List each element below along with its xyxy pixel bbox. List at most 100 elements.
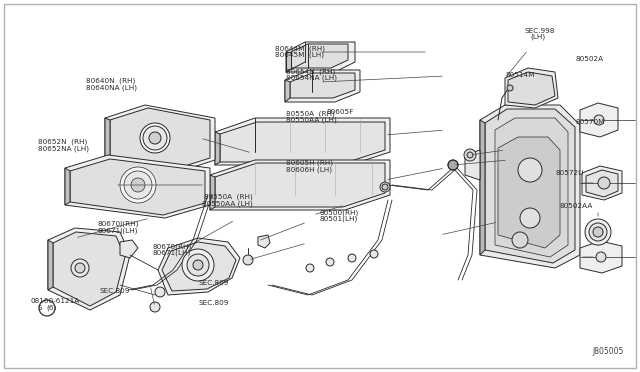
Text: 80640NA (LH): 80640NA (LH) — [86, 84, 138, 91]
Text: 80671J(LH): 80671J(LH) — [97, 227, 138, 234]
Polygon shape — [586, 170, 618, 197]
Polygon shape — [70, 159, 205, 215]
Polygon shape — [505, 68, 558, 108]
Polygon shape — [286, 42, 355, 72]
Polygon shape — [48, 240, 53, 290]
Text: 80605F: 80605F — [326, 109, 354, 115]
Text: (6): (6) — [46, 304, 56, 311]
Circle shape — [589, 223, 607, 241]
Polygon shape — [582, 166, 622, 200]
Circle shape — [187, 254, 209, 276]
Polygon shape — [495, 118, 568, 257]
Text: 80550A  (RH): 80550A (RH) — [286, 110, 335, 117]
Text: 80670(RH): 80670(RH) — [152, 243, 191, 250]
Text: 80572U: 80572U — [556, 170, 584, 176]
Polygon shape — [162, 242, 236, 291]
Text: 08160-6121A: 08160-6121A — [30, 298, 79, 304]
Polygon shape — [580, 241, 622, 273]
Text: SEC.809: SEC.809 — [198, 280, 228, 286]
Text: 80550A  (RH): 80550A (RH) — [204, 194, 252, 201]
Polygon shape — [290, 73, 355, 98]
Text: 80652N  (RH): 80652N (RH) — [38, 139, 88, 145]
Text: 80501(LH): 80501(LH) — [320, 216, 358, 222]
Polygon shape — [105, 118, 110, 160]
Polygon shape — [210, 175, 215, 210]
Circle shape — [193, 260, 203, 270]
Text: 80550AA (LH): 80550AA (LH) — [202, 200, 252, 207]
Polygon shape — [220, 122, 385, 162]
Text: 80502AA: 80502AA — [560, 203, 593, 209]
Text: J805005: J805005 — [593, 347, 624, 356]
Text: S: S — [38, 305, 42, 311]
Circle shape — [131, 178, 145, 192]
Text: 80606H (LH): 80606H (LH) — [286, 166, 332, 173]
Text: (LH): (LH) — [530, 33, 545, 40]
Polygon shape — [286, 52, 291, 72]
Polygon shape — [485, 109, 575, 263]
Polygon shape — [215, 163, 385, 207]
Polygon shape — [480, 105, 580, 268]
Circle shape — [149, 132, 161, 144]
Polygon shape — [291, 44, 348, 68]
Circle shape — [512, 232, 528, 248]
Circle shape — [124, 171, 152, 199]
Polygon shape — [498, 137, 560, 248]
Circle shape — [382, 184, 388, 190]
Text: 80652NA (LH): 80652NA (LH) — [38, 145, 90, 152]
Polygon shape — [65, 168, 70, 205]
Circle shape — [71, 259, 89, 277]
Polygon shape — [508, 72, 555, 105]
Polygon shape — [158, 238, 240, 295]
Text: 80645M  (LH): 80645M (LH) — [275, 51, 324, 58]
Circle shape — [155, 287, 165, 297]
Text: 80654NA (LH): 80654NA (LH) — [286, 74, 337, 81]
Polygon shape — [480, 120, 485, 255]
Circle shape — [140, 123, 170, 153]
Text: SEC.998: SEC.998 — [525, 28, 555, 33]
Circle shape — [75, 263, 85, 273]
Polygon shape — [120, 240, 138, 258]
Polygon shape — [465, 150, 480, 180]
Polygon shape — [215, 118, 390, 165]
Polygon shape — [258, 235, 270, 248]
Polygon shape — [285, 70, 360, 102]
Circle shape — [306, 264, 314, 272]
Circle shape — [598, 177, 610, 189]
Polygon shape — [65, 155, 210, 218]
Circle shape — [150, 302, 160, 312]
Circle shape — [243, 255, 253, 265]
Circle shape — [593, 227, 603, 237]
Text: 80644M  (RH): 80644M (RH) — [275, 45, 325, 52]
Text: SEC.809: SEC.809 — [99, 288, 129, 294]
Polygon shape — [48, 228, 130, 310]
Polygon shape — [215, 132, 220, 165]
Circle shape — [467, 152, 473, 158]
Polygon shape — [285, 80, 290, 102]
Polygon shape — [580, 103, 618, 137]
Circle shape — [507, 85, 513, 91]
Polygon shape — [53, 232, 125, 306]
Text: 80500(RH): 80500(RH) — [320, 209, 359, 216]
Text: 80654N  (RH): 80654N (RH) — [286, 68, 335, 75]
Circle shape — [596, 252, 606, 262]
Circle shape — [182, 249, 214, 281]
Circle shape — [448, 160, 458, 170]
Circle shape — [520, 208, 540, 228]
Circle shape — [326, 258, 334, 266]
Polygon shape — [105, 105, 215, 173]
Circle shape — [518, 158, 542, 182]
Circle shape — [348, 254, 356, 262]
Circle shape — [370, 250, 378, 258]
Text: 80570M: 80570M — [576, 119, 605, 125]
Text: 80550AA (LH): 80550AA (LH) — [286, 116, 337, 123]
Text: SEC.809: SEC.809 — [198, 300, 228, 306]
Circle shape — [120, 167, 156, 203]
Circle shape — [380, 182, 390, 192]
Text: 80640N  (RH): 80640N (RH) — [86, 78, 136, 84]
Text: 80502A: 80502A — [576, 56, 604, 62]
Circle shape — [143, 126, 167, 150]
Circle shape — [585, 219, 611, 245]
Text: 80514M: 80514M — [506, 72, 535, 78]
Text: 80605H (RH): 80605H (RH) — [286, 160, 333, 166]
Text: 80671(LH): 80671(LH) — [152, 249, 191, 256]
